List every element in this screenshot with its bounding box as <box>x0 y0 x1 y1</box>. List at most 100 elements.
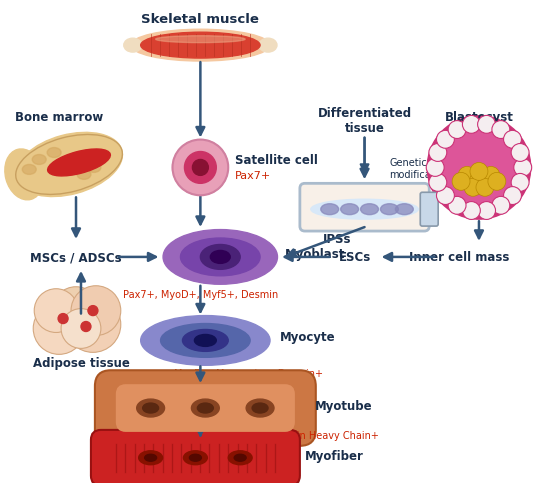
Ellipse shape <box>340 204 359 215</box>
Ellipse shape <box>395 204 413 215</box>
Circle shape <box>427 117 531 220</box>
Ellipse shape <box>156 37 245 44</box>
Ellipse shape <box>131 30 270 62</box>
Ellipse shape <box>141 316 270 365</box>
Text: Myofiber: Myofiber <box>305 449 364 462</box>
Ellipse shape <box>72 152 86 162</box>
Ellipse shape <box>252 403 268 413</box>
Ellipse shape <box>311 200 418 220</box>
Text: Differentiated
tissue: Differentiated tissue <box>317 106 411 135</box>
Circle shape <box>437 187 454 205</box>
Circle shape <box>52 287 100 335</box>
Circle shape <box>71 286 121 336</box>
Circle shape <box>511 174 529 192</box>
Text: Myotube: Myotube <box>315 399 372 412</box>
Circle shape <box>477 116 496 134</box>
Circle shape <box>61 309 101 348</box>
Text: Genetic
modification: Genetic modification <box>389 158 450 180</box>
Circle shape <box>58 314 68 324</box>
Ellipse shape <box>228 451 252 465</box>
Circle shape <box>504 131 521 149</box>
Text: MyoD+, Myogenin+, Desmin+: MyoD+, Myogenin+, Desmin+ <box>174 368 323 378</box>
Text: Pax7+: Pax7+ <box>235 171 272 181</box>
Circle shape <box>488 173 506 191</box>
Circle shape <box>452 173 470 191</box>
Text: Alpha Actinin+, Desmin+, Myosin Heavy Chain+: Alpha Actinin+, Desmin+, Myosin Heavy Ch… <box>141 430 379 440</box>
Ellipse shape <box>361 204 378 215</box>
Ellipse shape <box>141 33 260 59</box>
Circle shape <box>470 171 488 189</box>
Circle shape <box>34 289 78 333</box>
Circle shape <box>470 163 488 181</box>
Ellipse shape <box>259 39 277 53</box>
Ellipse shape <box>194 335 216 347</box>
Ellipse shape <box>180 239 260 276</box>
Circle shape <box>504 187 521 205</box>
FancyBboxPatch shape <box>91 430 300 484</box>
Text: Adipose tissue: Adipose tissue <box>32 357 129 370</box>
Circle shape <box>81 322 91 332</box>
Text: MSCs / ADSCs: MSCs / ADSCs <box>30 251 122 264</box>
Ellipse shape <box>23 165 36 175</box>
Text: ESCs: ESCs <box>338 251 371 264</box>
Text: Inner cell mass: Inner cell mass <box>409 251 509 264</box>
Circle shape <box>184 152 216 184</box>
Ellipse shape <box>142 403 158 413</box>
Ellipse shape <box>184 451 207 465</box>
Ellipse shape <box>191 399 219 417</box>
Text: Myocyte: Myocyte <box>280 330 336 343</box>
Text: Myoblast: Myoblast <box>285 248 345 261</box>
Circle shape <box>448 121 466 139</box>
Circle shape <box>476 179 494 197</box>
Text: Skeletal muscle: Skeletal muscle <box>141 13 259 26</box>
Text: IPSs: IPSs <box>323 233 351 245</box>
Ellipse shape <box>124 39 142 53</box>
Circle shape <box>458 167 476 185</box>
Ellipse shape <box>234 454 246 461</box>
Ellipse shape <box>161 324 250 358</box>
Circle shape <box>88 306 98 316</box>
Ellipse shape <box>145 454 157 461</box>
Ellipse shape <box>87 163 101 173</box>
Circle shape <box>429 174 447 192</box>
Ellipse shape <box>57 165 71 175</box>
Circle shape <box>426 159 444 177</box>
FancyBboxPatch shape <box>420 193 438 227</box>
Ellipse shape <box>48 150 111 177</box>
Ellipse shape <box>381 204 398 215</box>
Ellipse shape <box>163 230 278 285</box>
FancyBboxPatch shape <box>116 384 295 432</box>
Circle shape <box>437 131 454 149</box>
Ellipse shape <box>210 251 230 264</box>
Circle shape <box>192 160 208 176</box>
Circle shape <box>492 197 510 215</box>
Circle shape <box>429 144 447 162</box>
Circle shape <box>33 303 85 355</box>
Circle shape <box>492 121 510 139</box>
Circle shape <box>439 128 519 208</box>
Ellipse shape <box>200 245 240 270</box>
Circle shape <box>464 179 482 197</box>
Ellipse shape <box>47 148 61 158</box>
Ellipse shape <box>197 403 213 413</box>
Ellipse shape <box>246 399 274 417</box>
Circle shape <box>463 116 480 134</box>
Text: Satellite cell: Satellite cell <box>235 153 318 166</box>
Circle shape <box>65 297 121 353</box>
Circle shape <box>511 144 529 162</box>
Text: Blastocyst: Blastocyst <box>444 110 513 123</box>
Circle shape <box>463 202 480 220</box>
Text: Bone marrow: Bone marrow <box>15 110 103 123</box>
FancyBboxPatch shape <box>300 184 429 231</box>
Circle shape <box>477 202 496 220</box>
Text: Pax7+, MyoD+, Myf5+, Desmin: Pax7+, MyoD+, Myf5+, Desmin <box>123 289 278 299</box>
Circle shape <box>482 167 500 185</box>
Ellipse shape <box>5 150 43 200</box>
Ellipse shape <box>321 204 339 215</box>
Ellipse shape <box>183 330 228 352</box>
Ellipse shape <box>15 133 123 197</box>
Ellipse shape <box>139 451 163 465</box>
Circle shape <box>173 140 228 196</box>
Circle shape <box>514 159 532 177</box>
Circle shape <box>448 197 466 215</box>
